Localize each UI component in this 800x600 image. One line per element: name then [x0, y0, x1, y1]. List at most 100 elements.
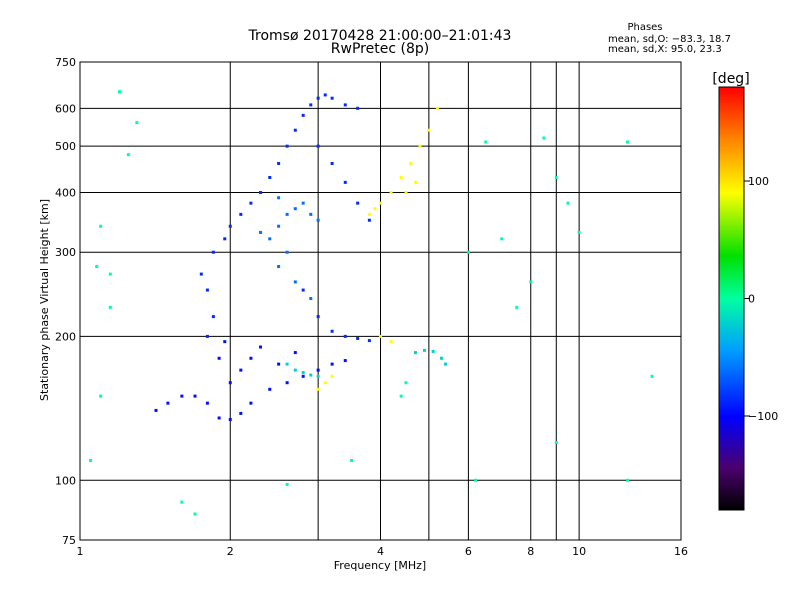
data-point	[309, 373, 313, 377]
data-point	[211, 250, 215, 254]
y-tick-label: 200	[55, 330, 76, 343]
data-point	[259, 190, 263, 194]
data-point	[285, 482, 289, 486]
data-point	[413, 180, 417, 184]
data-point	[389, 190, 393, 194]
data-point	[309, 212, 313, 216]
data-point	[316, 387, 320, 391]
data-point	[473, 478, 477, 482]
data-point	[193, 394, 197, 398]
data-point	[399, 394, 403, 398]
data-point	[193, 512, 197, 516]
data-point	[228, 224, 232, 228]
data-point	[427, 128, 431, 132]
data-point	[180, 394, 184, 398]
plot-frame	[79, 61, 682, 541]
data-point	[350, 458, 354, 462]
data-point	[285, 212, 289, 216]
x-axis-label: Frequency [MHz]	[334, 559, 426, 572]
data-point	[108, 305, 112, 309]
colorbar-label: [deg]	[712, 71, 749, 87]
data-point	[259, 230, 263, 234]
data-point	[316, 368, 320, 372]
data-point	[277, 224, 281, 228]
y-tick-label: 750	[55, 56, 76, 69]
data-point	[409, 161, 413, 165]
data-point	[301, 371, 305, 375]
data-point	[293, 280, 297, 284]
data-point	[309, 103, 313, 107]
data-point	[268, 237, 272, 241]
data-point	[135, 121, 139, 125]
y-tick-label: 300	[55, 246, 76, 259]
data-point	[228, 418, 232, 422]
data-point	[500, 237, 504, 241]
data-point	[301, 201, 305, 205]
data-point	[95, 265, 99, 269]
data-point	[239, 212, 243, 216]
data-point	[316, 96, 320, 100]
data-point	[316, 315, 320, 319]
data-point	[466, 250, 470, 254]
data-point	[268, 175, 272, 179]
data-point	[285, 250, 289, 254]
data-point	[356, 336, 360, 340]
data-point	[356, 106, 360, 110]
data-point	[367, 339, 371, 343]
data-point	[285, 144, 289, 148]
colorbar-ticks: −100 0 100	[744, 175, 778, 423]
data-point	[205, 288, 209, 292]
data-point	[99, 394, 103, 398]
data-point	[249, 401, 253, 405]
x-tick-label: 8	[527, 545, 534, 558]
y-tick-label: 600	[55, 102, 76, 115]
data-point	[316, 218, 320, 222]
data-point	[301, 288, 305, 292]
colorbar-tick-label: 100	[748, 175, 769, 188]
data-point	[554, 175, 558, 179]
data-point	[293, 207, 297, 211]
chart-title: Tromsø 20170428 21:00:00–21:01:43	[248, 28, 512, 44]
data-point	[444, 362, 448, 366]
data-point	[217, 416, 221, 420]
data-point	[435, 106, 439, 110]
data-point	[367, 218, 371, 222]
data-point	[554, 440, 558, 444]
data-points	[89, 90, 654, 516]
data-point	[89, 458, 93, 462]
data-point	[259, 345, 263, 349]
data-point	[529, 280, 533, 284]
y-axis-ticks: 75 100 200 300 400 500 600 750	[55, 56, 76, 547]
data-point	[126, 153, 130, 157]
data-point	[343, 180, 347, 184]
data-point	[239, 368, 243, 372]
data-point	[343, 334, 347, 338]
x-tick-label: 6	[465, 545, 472, 558]
data-point	[223, 340, 227, 344]
data-point	[301, 374, 305, 378]
data-point	[249, 356, 253, 360]
data-point	[515, 305, 519, 309]
data-point	[379, 334, 382, 338]
data-point	[316, 144, 320, 148]
data-point	[277, 265, 281, 269]
data-point	[285, 362, 289, 366]
data-point	[217, 356, 221, 360]
data-point	[625, 140, 629, 144]
colorbar: [deg] −100 0 100	[712, 71, 778, 511]
data-point	[239, 411, 243, 415]
data-point	[99, 224, 103, 228]
data-point	[542, 136, 546, 140]
data-point	[356, 201, 360, 205]
data-point	[199, 272, 203, 276]
data-point	[223, 237, 227, 241]
stats-line-o: mean, sd,O: −83.3, 18.7	[608, 34, 731, 45]
data-point	[205, 334, 209, 338]
stats-box: Phases mean, sd,O: −83.3, 18.7 mean, sd,…	[608, 22, 731, 55]
data-point	[484, 140, 488, 144]
data-point	[650, 374, 654, 378]
data-point	[108, 272, 112, 276]
data-point	[293, 128, 297, 132]
colorbar-gradient	[719, 87, 744, 510]
